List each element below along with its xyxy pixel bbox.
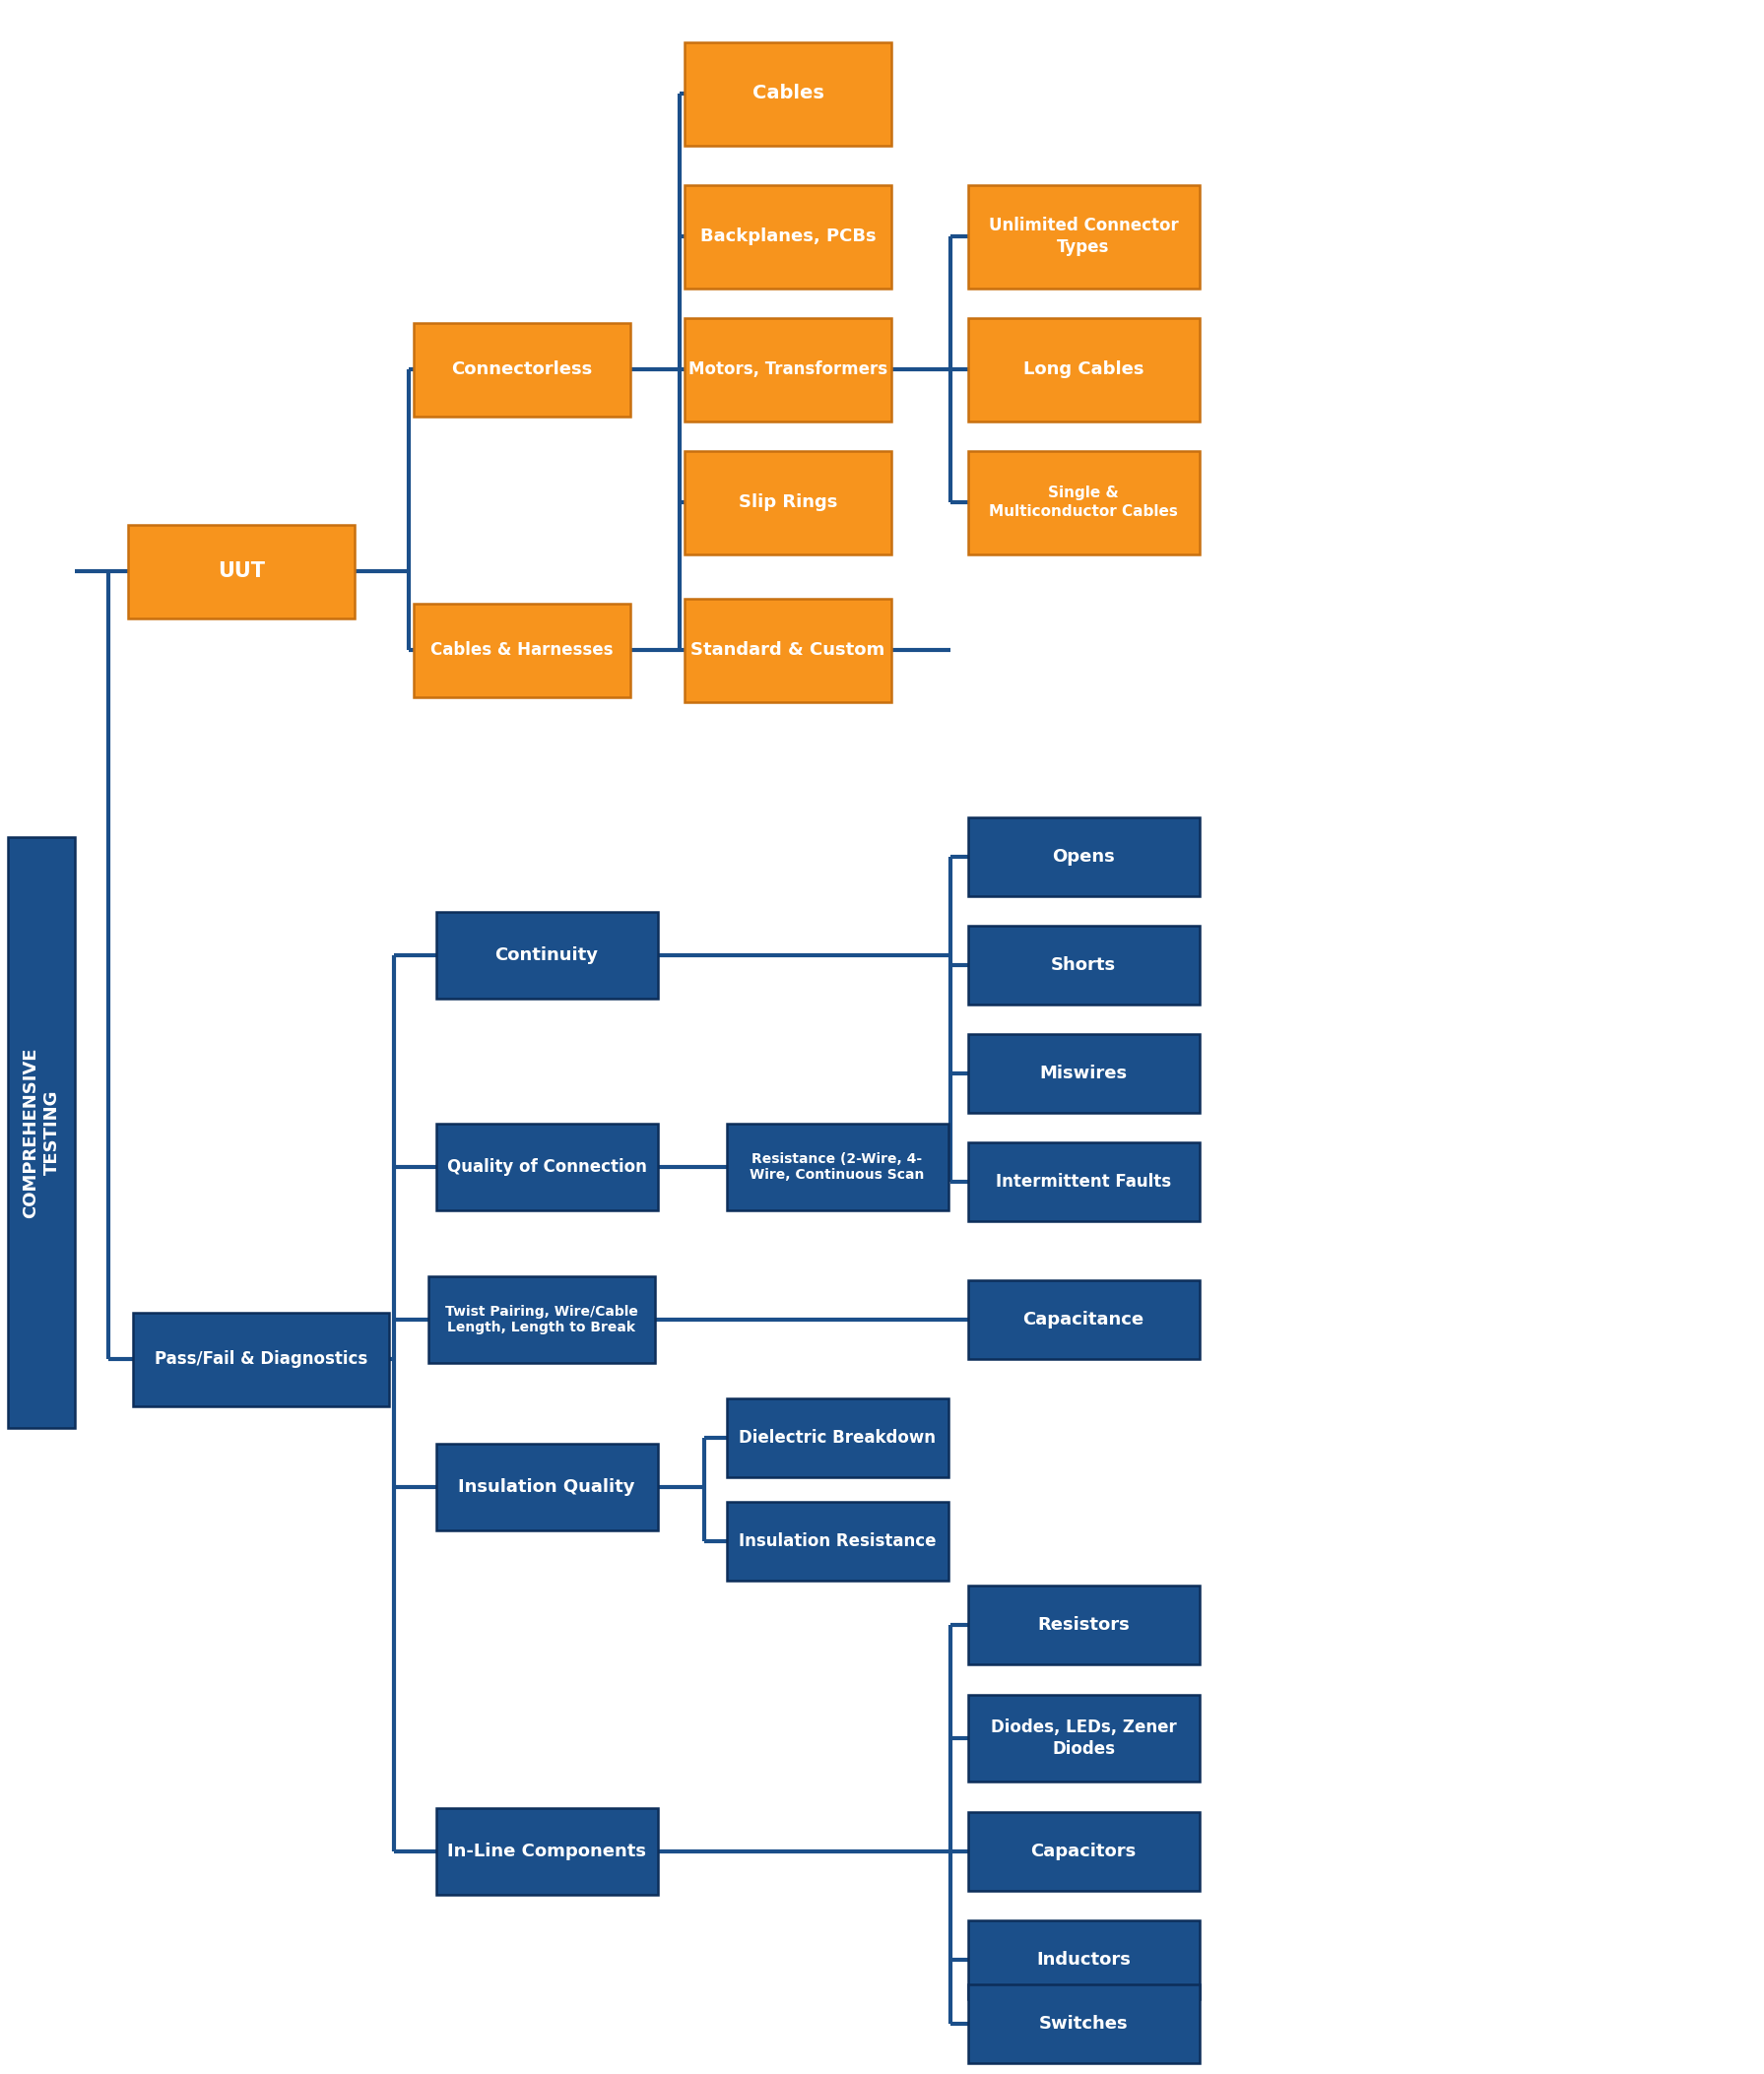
Text: Dielectric Breakdown: Dielectric Breakdown [739, 1429, 935, 1448]
FancyBboxPatch shape [968, 1921, 1200, 1999]
Text: Standard & Custom: Standard & Custom [691, 641, 886, 660]
Text: Switches: Switches [1039, 2016, 1127, 2033]
Text: COMPREHENSIVE
TESTING: COMPREHENSIVE TESTING [21, 1047, 60, 1217]
Text: Insulation Resistance: Insulation Resistance [739, 1533, 937, 1549]
Text: Miswires: Miswires [1039, 1064, 1127, 1083]
FancyBboxPatch shape [968, 925, 1200, 1004]
Text: Shorts: Shorts [1051, 956, 1117, 975]
FancyBboxPatch shape [684, 317, 891, 421]
Text: Slip Rings: Slip Rings [739, 494, 838, 510]
Text: Insulation Quality: Insulation Quality [459, 1479, 635, 1495]
FancyBboxPatch shape [684, 41, 891, 145]
FancyBboxPatch shape [436, 913, 658, 998]
FancyBboxPatch shape [968, 817, 1200, 896]
Text: Inductors: Inductors [1035, 1952, 1131, 1968]
FancyBboxPatch shape [436, 1809, 658, 1896]
Text: Resistors: Resistors [1037, 1616, 1129, 1634]
FancyBboxPatch shape [968, 1813, 1200, 1891]
FancyBboxPatch shape [968, 1035, 1200, 1114]
Text: Diodes, LEDs, Zener
Diodes: Diodes, LEDs, Zener Diodes [990, 1719, 1177, 1757]
FancyBboxPatch shape [727, 1398, 947, 1477]
Text: Connectorless: Connectorless [452, 361, 593, 377]
FancyBboxPatch shape [968, 317, 1200, 421]
Text: Backplanes, PCBs: Backplanes, PCBs [700, 228, 877, 245]
Text: Intermittent Faults: Intermittent Faults [995, 1174, 1171, 1190]
FancyBboxPatch shape [436, 1444, 658, 1531]
Text: Single &
Multiconductor Cables: Single & Multiconductor Cables [990, 485, 1178, 518]
Text: Cables: Cables [751, 85, 824, 104]
Text: Cables & Harnesses: Cables & Harnesses [430, 641, 614, 660]
Text: Resistance (2-Wire, 4-
Wire, Continuous Scan: Resistance (2-Wire, 4- Wire, Continuous … [750, 1151, 924, 1182]
FancyBboxPatch shape [429, 1276, 654, 1363]
FancyBboxPatch shape [129, 525, 355, 618]
FancyBboxPatch shape [132, 1313, 390, 1406]
Text: In-Line Components: In-Line Components [446, 1842, 646, 1860]
Text: UUT: UUT [217, 562, 265, 581]
FancyBboxPatch shape [968, 1694, 1200, 1782]
FancyBboxPatch shape [968, 185, 1200, 288]
FancyBboxPatch shape [968, 1280, 1200, 1358]
FancyBboxPatch shape [684, 450, 891, 554]
FancyBboxPatch shape [684, 597, 891, 701]
Text: Continuity: Continuity [496, 946, 598, 964]
FancyBboxPatch shape [415, 324, 630, 417]
Text: Long Cables: Long Cables [1023, 361, 1143, 377]
Text: Motors, Transformers: Motors, Transformers [688, 361, 887, 377]
Text: Opens: Opens [1051, 848, 1115, 865]
Text: Pass/Fail & Diagnostics: Pass/Fail & Diagnostics [155, 1350, 367, 1369]
FancyBboxPatch shape [436, 1124, 658, 1211]
Text: Capacitors: Capacitors [1030, 1842, 1136, 1860]
Text: Twist Pairing, Wire/Cable
Length, Length to Break: Twist Pairing, Wire/Cable Length, Length… [445, 1305, 639, 1336]
FancyBboxPatch shape [968, 1143, 1200, 1222]
Text: Capacitance: Capacitance [1023, 1311, 1145, 1329]
FancyBboxPatch shape [727, 1124, 947, 1211]
FancyBboxPatch shape [684, 185, 891, 288]
Text: Quality of Connection: Quality of Connection [446, 1157, 647, 1176]
FancyBboxPatch shape [727, 1502, 947, 1580]
FancyBboxPatch shape [7, 838, 74, 1429]
FancyBboxPatch shape [968, 450, 1200, 554]
FancyBboxPatch shape [415, 604, 630, 697]
FancyBboxPatch shape [968, 1585, 1200, 1663]
Text: Unlimited Connector
Types: Unlimited Connector Types [988, 218, 1178, 255]
FancyBboxPatch shape [968, 1985, 1200, 2064]
